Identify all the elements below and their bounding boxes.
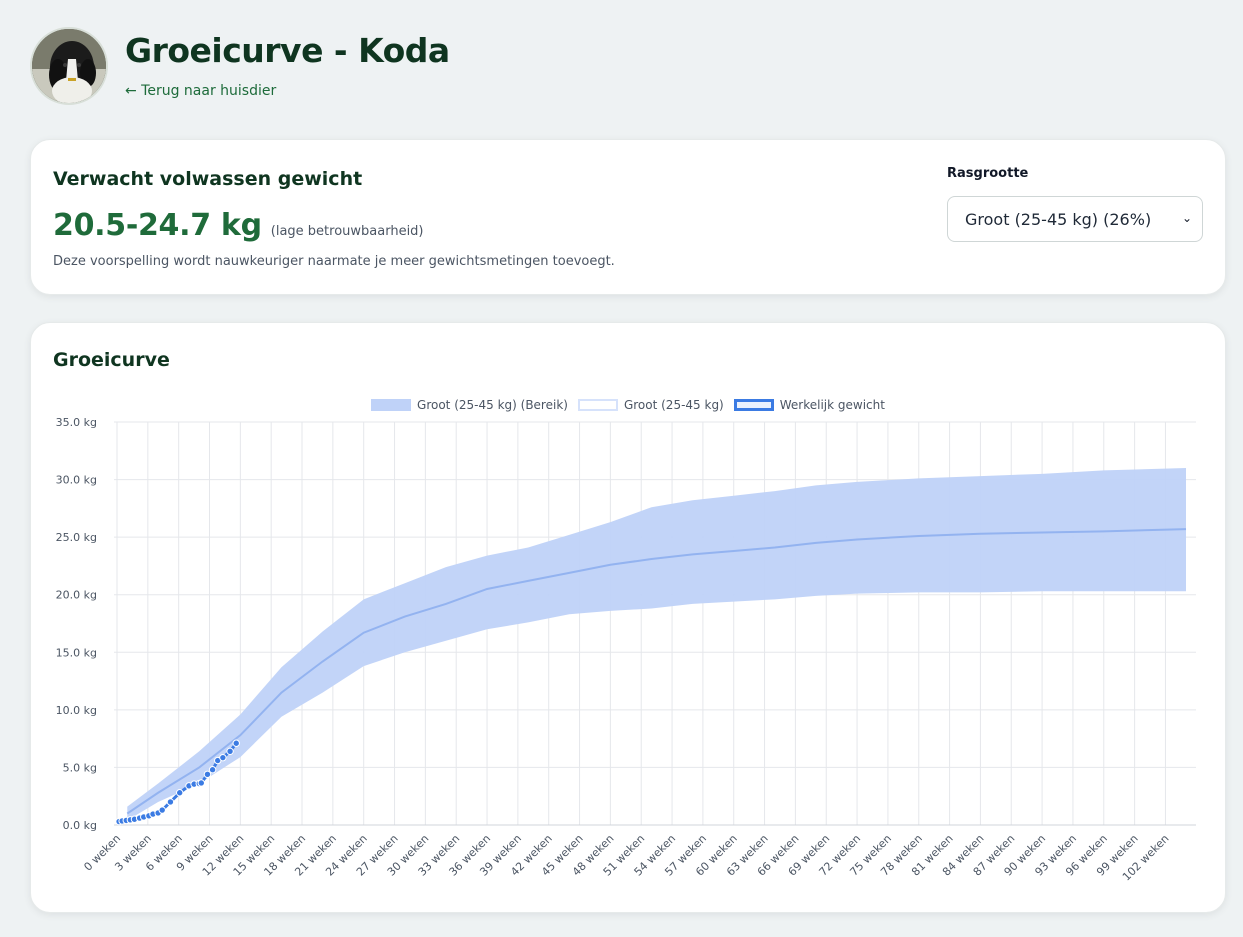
breed-size-select[interactable]: Groot (25-45 kg) (26%) ⌄ [947, 196, 1203, 242]
breed-size-label: Rasgrootte [947, 166, 1029, 181]
legend-swatch-range [371, 399, 412, 411]
legend-label-range: Groot (25-45 kg) (Bereik) [417, 398, 568, 412]
y-tick-label: 25.0 kg [56, 531, 97, 544]
y-tick-label: 15.0 kg [56, 646, 97, 659]
actual-weight-point [226, 747, 234, 756]
chart-legend: Groot (25-45 kg) (Bereik) Groot (25-45 k… [31, 398, 1225, 412]
prediction-title: Verwacht volwassen gewicht [53, 168, 363, 190]
page-title: Groeicurve - Koda [125, 30, 450, 70]
chart-section-title: Groeicurve [53, 349, 170, 371]
legend-swatch-actual [733, 399, 774, 411]
back-to-pet-link[interactable]: ← Terug naar huisdier [125, 82, 277, 99]
legend-item-actual[interactable]: Werkelijk gewicht [733, 398, 885, 412]
median-line [126, 528, 1187, 815]
actual-weight-point [208, 766, 217, 774]
legend-item-median[interactable]: Groot (25-45 kg) [577, 398, 724, 412]
prediction-explanation: Deze voorspelling wordt nauwkeuriger naa… [53, 254, 615, 269]
growth-chart: 0.0 kg 5.0 kg 10.0 kg 15.0 kg 20.0 kg 25.0 kg… [56, 416, 1196, 884]
dog-photo-icon [32, 29, 106, 103]
legend-swatch-median [577, 399, 618, 411]
actual-weight-point [158, 806, 166, 814]
actual-weight-point [232, 739, 240, 747]
y-tick-label: 0.0 kg [63, 819, 97, 832]
actual-weight-point [203, 770, 212, 779]
chevron-down-icon: ⌄ [1181, 211, 1192, 225]
page-header: Groeicurve - Koda ← Terug naar huisdier [30, 26, 450, 106]
actual-weight-point [197, 779, 205, 787]
breed-size-selected-value: Groot (25-45 kg) (26%) [965, 209, 1152, 229]
y-tick-label: 30.0 kg [56, 474, 97, 487]
growth-chart-card: Groeicurve Groot (25-45 kg) (Bereik) Gro… [30, 322, 1226, 913]
actual-weight-point [219, 753, 227, 762]
prediction-card: Verwacht volwassen gewicht 20.5-24.7 kg … [30, 139, 1226, 295]
pet-avatar [30, 27, 108, 105]
legend-item-range[interactable]: Groot (25-45 kg) (Bereik) [371, 398, 568, 412]
reliability-note: (lage betrouwbaarheid) [270, 224, 424, 239]
actual-weight-point [176, 789, 184, 797]
legend-label-actual: Werkelijk gewicht [779, 398, 885, 412]
y-tick-label: 10.0 kg [56, 704, 97, 717]
y-tick-label: 20.0 kg [56, 589, 97, 602]
range-band [127, 468, 1187, 821]
legend-label-median: Groot (25-45 kg) [623, 398, 724, 412]
predicted-weight-range: 20.5-24.7 kg [53, 208, 262, 243]
actual-weight-point [166, 798, 175, 806]
prediction-value-row: 20.5-24.7 kg (lage betrouwbaarheid) [53, 208, 424, 243]
y-tick-label: 5.0 kg [63, 761, 97, 774]
y-tick-label: 35.0 kg [56, 416, 97, 429]
